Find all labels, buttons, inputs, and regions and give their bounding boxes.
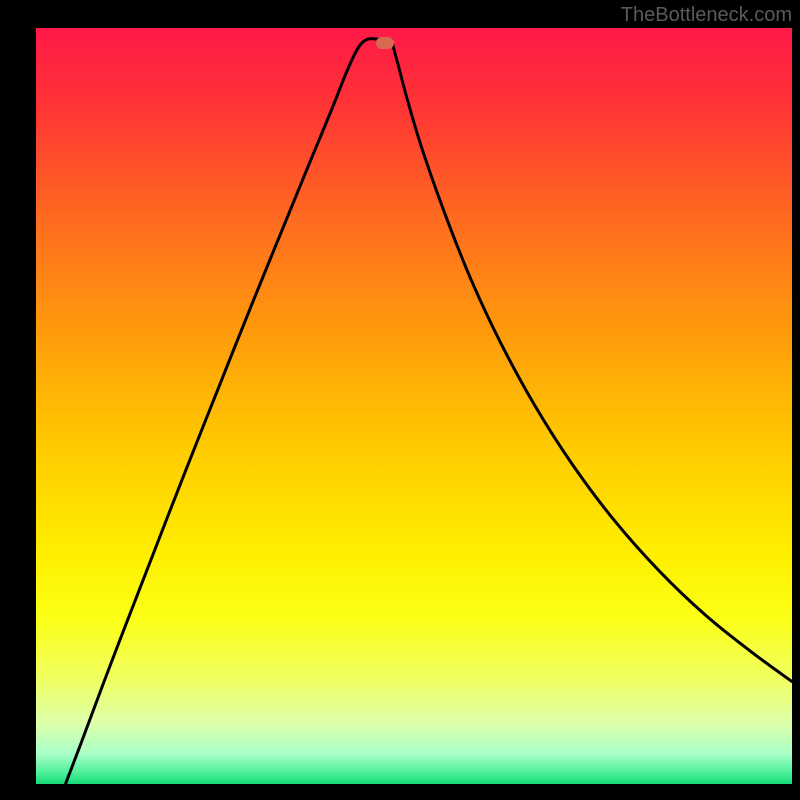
watermark-text: TheBottleneck.com	[621, 4, 792, 27]
bottleneck-curve	[36, 28, 792, 788]
plot-area	[36, 28, 792, 788]
curve-marker	[376, 37, 394, 49]
